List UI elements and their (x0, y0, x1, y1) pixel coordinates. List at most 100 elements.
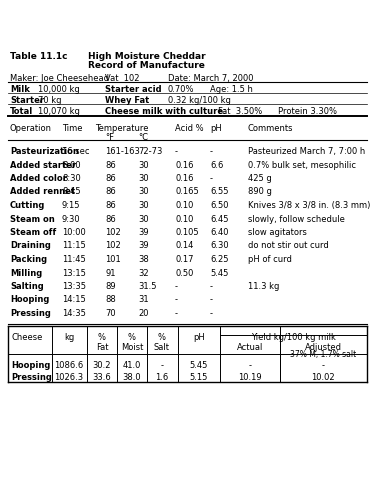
Text: 0.50: 0.50 (175, 268, 194, 278)
Text: 30: 30 (138, 174, 148, 183)
Text: 9:15: 9:15 (62, 201, 81, 210)
Text: Operation: Operation (10, 124, 52, 133)
Text: 10:00: 10:00 (62, 228, 86, 237)
Text: slow agitators: slow agitators (248, 228, 307, 237)
Text: Milling: Milling (10, 268, 42, 278)
Text: 6.25: 6.25 (210, 255, 228, 264)
Text: 16 sec: 16 sec (62, 147, 90, 156)
Text: Milk: Milk (10, 85, 30, 94)
Text: Maker: Joe Cheesehead: Maker: Joe Cheesehead (10, 74, 109, 83)
Text: 20: 20 (138, 309, 148, 318)
Text: Pasteurized March 7, 7:00 h: Pasteurized March 7, 7:00 h (248, 147, 365, 156)
Text: Steam on: Steam on (10, 214, 55, 224)
Text: 39: 39 (138, 242, 148, 250)
Text: 41.0: 41.0 (123, 362, 141, 370)
Text: 11.3 kg: 11.3 kg (248, 282, 279, 291)
Text: Starter: Starter (10, 96, 44, 105)
Text: Pasteurization: Pasteurization (10, 147, 79, 156)
Text: 0.165: 0.165 (175, 188, 199, 196)
Text: Cheese milk with culture:: Cheese milk with culture: (105, 107, 226, 116)
Text: 70 kg: 70 kg (38, 96, 62, 105)
Text: 31.5: 31.5 (138, 282, 156, 291)
Text: 0.10: 0.10 (175, 214, 194, 224)
Text: Time: Time (62, 124, 82, 133)
Text: -: - (210, 174, 213, 183)
Text: Knives 3/8 x 3/8 in. (8.3 mm): Knives 3/8 x 3/8 in. (8.3 mm) (248, 201, 370, 210)
Text: %: % (158, 334, 166, 342)
Text: 30: 30 (138, 188, 148, 196)
Text: 10,000 kg: 10,000 kg (38, 85, 80, 94)
Text: 8:30: 8:30 (62, 174, 81, 183)
Text: Pressing: Pressing (11, 374, 52, 382)
Text: 6.55: 6.55 (210, 188, 228, 196)
Text: 0.17: 0.17 (175, 255, 194, 264)
Text: 890 g: 890 g (248, 188, 272, 196)
Text: -: - (175, 309, 178, 318)
Text: -: - (175, 282, 178, 291)
Text: 38: 38 (138, 255, 149, 264)
Text: Whey Fat: Whey Fat (105, 96, 149, 105)
Text: 86: 86 (105, 201, 116, 210)
Text: 38.0: 38.0 (123, 374, 141, 382)
Text: 161-163: 161-163 (105, 147, 140, 156)
Text: pH: pH (210, 124, 222, 133)
Text: 0.70%: 0.70% (168, 85, 195, 94)
Text: Salt: Salt (154, 342, 170, 351)
Text: 86: 86 (105, 160, 116, 170)
Text: 0.16: 0.16 (175, 174, 194, 183)
Text: Added starter: Added starter (10, 160, 76, 170)
Text: 37% M, 1.7% salt: 37% M, 1.7% salt (290, 350, 356, 360)
Text: -: - (249, 362, 252, 370)
Text: Actual: Actual (237, 342, 263, 351)
Text: Age: 1.5 h: Age: 1.5 h (210, 85, 253, 94)
Text: Hooping: Hooping (10, 296, 50, 304)
Text: -: - (210, 309, 213, 318)
Text: 14:15: 14:15 (62, 296, 86, 304)
Text: kg: kg (64, 334, 74, 342)
Text: 1026.3: 1026.3 (54, 374, 84, 382)
Text: -: - (210, 282, 213, 291)
Text: 11:45: 11:45 (62, 255, 86, 264)
Text: Salting: Salting (10, 282, 44, 291)
Text: 0.14: 0.14 (175, 242, 194, 250)
Text: Record of Manufacture: Record of Manufacture (88, 61, 205, 70)
Text: 86: 86 (105, 214, 116, 224)
Text: 0.7% bulk set, mesophilic: 0.7% bulk set, mesophilic (248, 160, 356, 170)
Text: Cheese: Cheese (11, 334, 42, 342)
Text: 31: 31 (138, 296, 148, 304)
Text: do not stir out curd: do not stir out curd (248, 242, 329, 250)
Text: Starter acid: Starter acid (105, 85, 162, 94)
Text: 32: 32 (138, 268, 148, 278)
Text: Temperature: Temperature (95, 124, 149, 133)
Text: 14:35: 14:35 (62, 309, 86, 318)
Text: 6.45: 6.45 (210, 214, 228, 224)
Text: 0.105: 0.105 (175, 228, 199, 237)
Text: 425 g: 425 g (248, 174, 272, 183)
Text: pH: pH (193, 334, 205, 342)
Text: Acid %: Acid % (175, 124, 204, 133)
Text: -: - (210, 296, 213, 304)
Text: 6.40: 6.40 (210, 228, 228, 237)
Text: 5.45: 5.45 (190, 362, 208, 370)
Text: pH of curd: pH of curd (248, 255, 292, 264)
Text: 89: 89 (105, 282, 116, 291)
Text: 5.15: 5.15 (190, 374, 208, 382)
Text: 72-73: 72-73 (138, 147, 162, 156)
Text: Moist: Moist (121, 342, 143, 351)
Text: °F: °F (105, 133, 114, 142)
Text: 6.6: 6.6 (210, 160, 224, 170)
Text: Fat: Fat (96, 342, 108, 351)
Text: Protein 3.30%: Protein 3.30% (278, 107, 337, 116)
Text: 102: 102 (105, 242, 121, 250)
Text: 30: 30 (138, 214, 148, 224)
Text: 13:15: 13:15 (62, 268, 86, 278)
Text: 1.6: 1.6 (155, 374, 169, 382)
Text: Pressing: Pressing (10, 309, 51, 318)
Text: 10.02: 10.02 (311, 374, 335, 382)
Text: °C: °C (138, 133, 148, 142)
Text: 91: 91 (105, 268, 116, 278)
Text: 86: 86 (105, 188, 116, 196)
Text: 8:00: 8:00 (62, 160, 81, 170)
Text: 33.6: 33.6 (93, 374, 111, 382)
Text: 0.16: 0.16 (175, 160, 194, 170)
